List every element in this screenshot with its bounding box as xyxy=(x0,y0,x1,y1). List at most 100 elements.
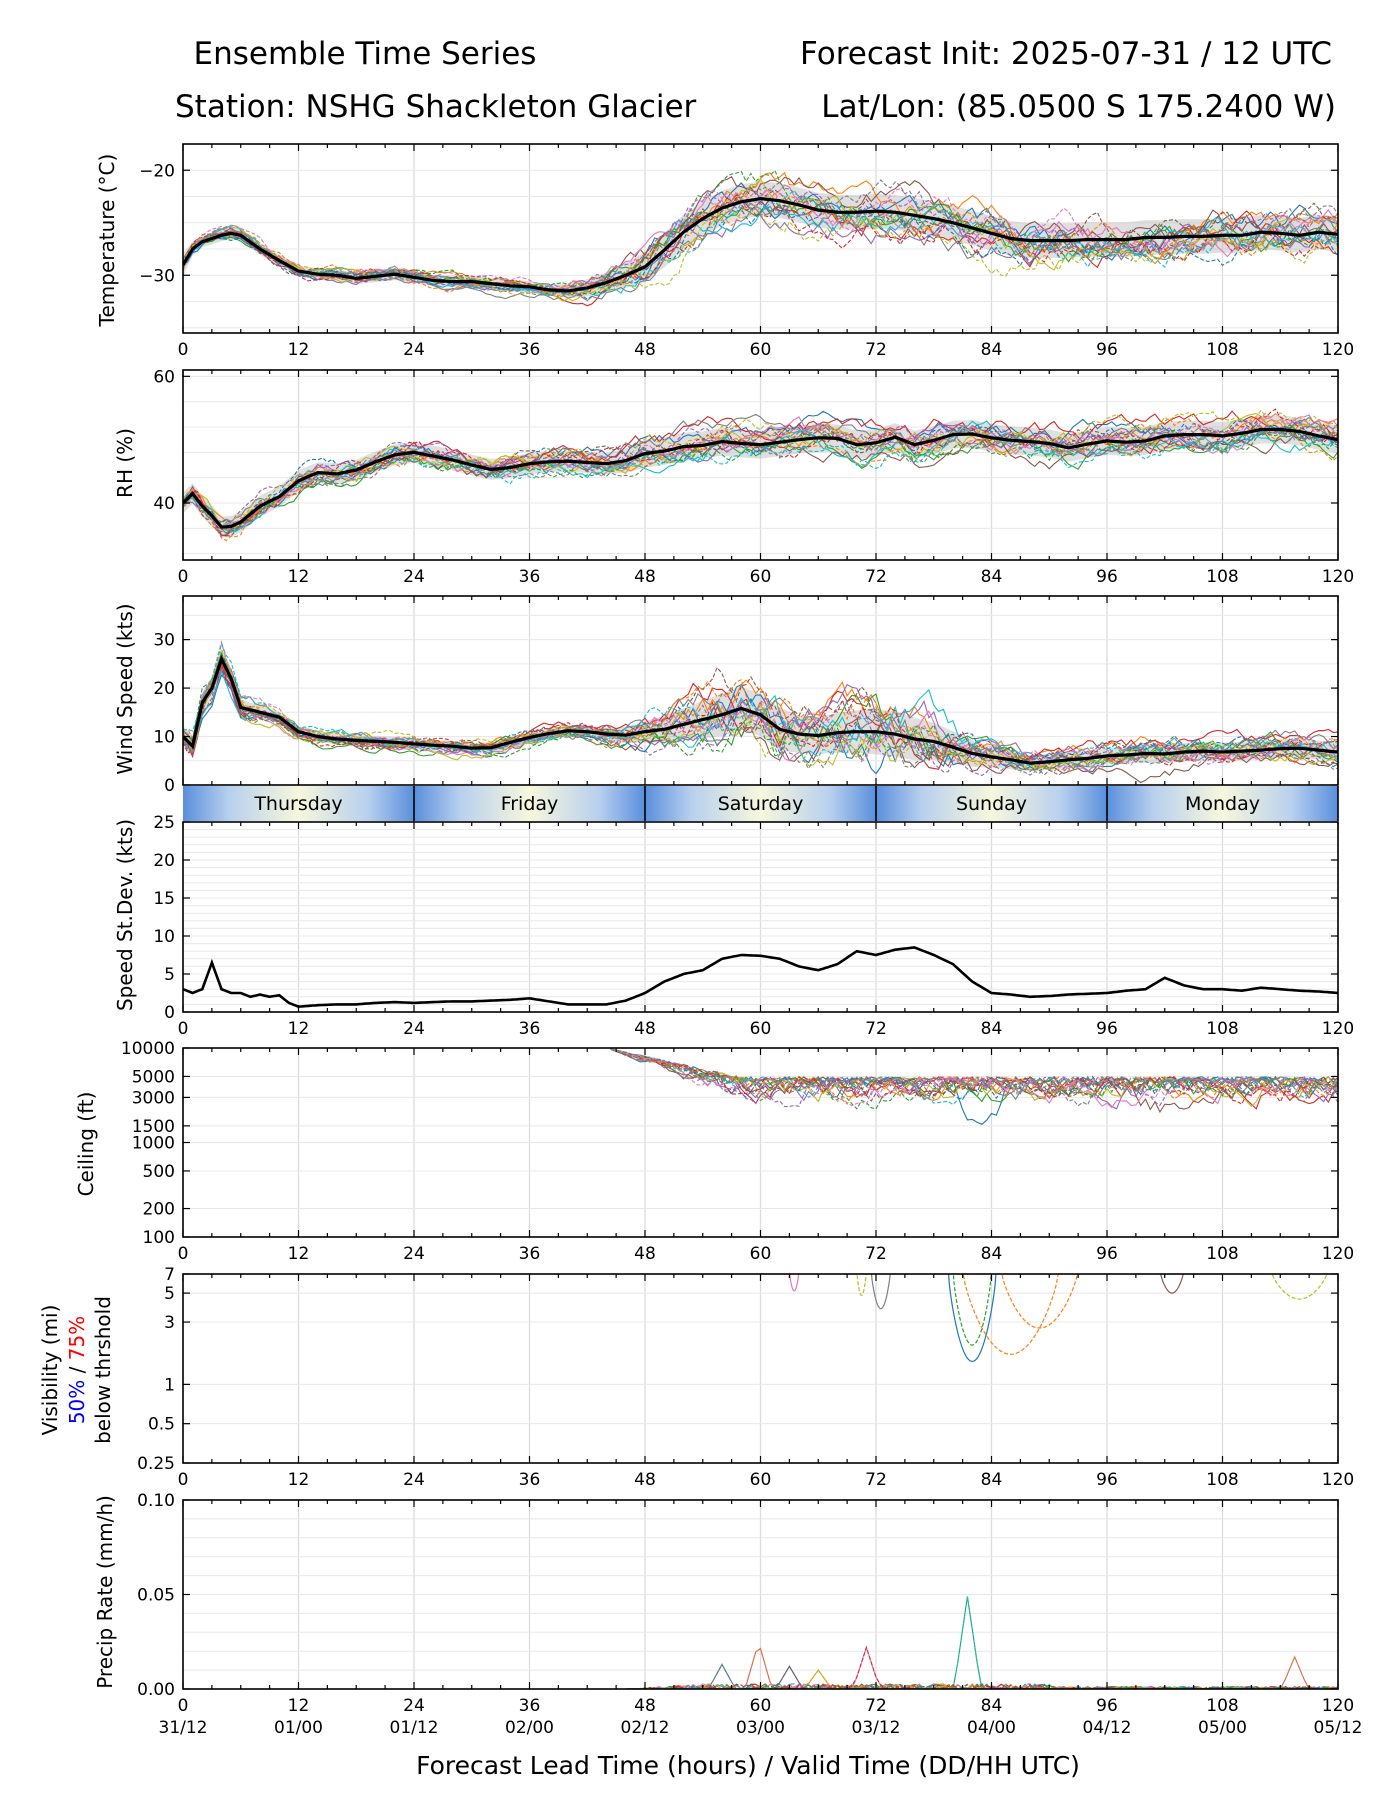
visibility-member-line xyxy=(962,1274,1059,1355)
ceiling-member-line xyxy=(609,1048,1338,1105)
rh-member-line xyxy=(183,419,1338,528)
rh-xtick-label: 24 xyxy=(403,567,425,587)
precip-member-line xyxy=(183,1669,1338,1689)
visibility-ylabel-2: below thrshold xyxy=(91,1296,115,1444)
ceiling-ytick-label: 100 xyxy=(143,1228,175,1248)
wind-member-line xyxy=(183,660,1338,777)
ceiling-member-line xyxy=(609,1048,1338,1110)
ceiling-xtick-label: 108 xyxy=(1206,1244,1238,1264)
wind-mean-line xyxy=(183,654,1338,765)
title-right: Forecast Init: 2025-07-31 / 12 UTC xyxy=(800,36,1332,72)
day-cell xyxy=(183,786,414,821)
stdev-line xyxy=(182,946,1339,1009)
stdev-xtick-label: 24 xyxy=(403,1019,425,1039)
ceiling-xtick-label: 84 xyxy=(981,1244,1003,1264)
valid-time-tick-label: 03/12 xyxy=(852,1718,901,1738)
station-label: Station: NSHG Shackleton Glacier xyxy=(175,89,697,125)
wind-ytick-label: 20 xyxy=(153,679,175,699)
ceiling-member-line xyxy=(609,1048,1338,1107)
day-label: Saturday xyxy=(718,793,804,815)
precip-ytick-label: 0.10 xyxy=(137,1491,175,1511)
visibility-member-line xyxy=(856,1274,867,1297)
ceiling-xtick-label: 60 xyxy=(750,1244,772,1264)
precip-member-line xyxy=(183,1647,1338,1689)
temperature-xtick-label: 96 xyxy=(1096,340,1118,360)
temperature-xtick-label: 60 xyxy=(750,340,772,360)
valid-time-tick-label: 02/00 xyxy=(505,1718,554,1738)
precip-xtick-label: 36 xyxy=(519,1696,541,1716)
stdev-ytick-label: 15 xyxy=(153,889,175,909)
valid-time-tick-label: 01/12 xyxy=(390,1718,439,1738)
rh-xtick-label: 72 xyxy=(865,567,887,587)
wind-ylabel: Wind Speed (kts) xyxy=(113,603,137,774)
stdev-xtick-label: 72 xyxy=(865,1019,887,1039)
temperature-xtick-label: 120 xyxy=(1322,340,1354,360)
temperature-ytick-label: −20 xyxy=(139,161,175,181)
visibility-member-line xyxy=(952,1274,992,1346)
wind-ytick-label: 10 xyxy=(153,728,175,748)
vis-sep-label: / xyxy=(65,1360,89,1379)
wind-ytick-label: 0 xyxy=(164,776,175,796)
stdev-ytick-label: 25 xyxy=(153,813,175,833)
temperature-xtick-label: 36 xyxy=(519,340,541,360)
temperature-panel: 0 12 24 36 48 60 72 84 96 108 120 −20 −30 xyxy=(139,143,1354,360)
rh-panel: 0 12 24 36 48 60 72 84 96 108 120 60 40 xyxy=(153,367,1354,587)
rh-xtick-label: 120 xyxy=(1322,567,1354,587)
visibility-ytick-label: 5 xyxy=(164,1284,175,1304)
wind-ytick-label: 30 xyxy=(153,631,175,651)
ceiling-ytick-label: 3000 xyxy=(132,1088,175,1108)
stdev-xtick-label: 0 xyxy=(178,1019,189,1039)
day-cell xyxy=(1107,786,1338,821)
wind-series xyxy=(183,640,1338,784)
valid-time-tick-label: 03/00 xyxy=(736,1718,785,1738)
precip-xtick-label: 72 xyxy=(865,1696,887,1716)
stdev-panel: 0 12 24 36 48 60 72 84 96 108 120 0 5 10 15 20 25 xyxy=(153,813,1354,1039)
ceiling-member-line xyxy=(609,1048,1338,1114)
visibility-ytick-label: 0.25 xyxy=(137,1454,175,1474)
precip-ylabel: Precip Rate (mm/h) xyxy=(93,1495,117,1689)
visibility-panel: 0 12 24 36 48 60 72 84 96 108 120 75 3 1 0.5 0.25 xyxy=(137,1265,1354,1490)
stdev-xtick-label: 120 xyxy=(1322,1019,1354,1039)
wind-member-line xyxy=(183,669,1338,771)
visibility-member-line xyxy=(1160,1274,1184,1294)
rh-member-line xyxy=(183,429,1338,537)
ceiling-member-line xyxy=(609,1048,1338,1101)
visibility-xtick-label: 96 xyxy=(1096,1470,1118,1490)
precip-xtick-label: 48 xyxy=(634,1696,656,1716)
temperature-xtick-label: 0 xyxy=(178,340,189,360)
ceiling-ytick-label: 500 xyxy=(143,1162,175,1182)
temperature-member-line xyxy=(183,190,1338,293)
ceiling-xtick-label: 0 xyxy=(178,1244,189,1264)
rh-ytick-label: 60 xyxy=(153,367,175,387)
day-label: Thursday xyxy=(253,793,342,815)
rh-xtick-label: 36 xyxy=(519,567,541,587)
stdev-ylabel: Speed St.Dev. (kts) xyxy=(113,819,137,1011)
ceiling-xtick-label: 36 xyxy=(519,1244,541,1264)
visibility-xtick-label: 72 xyxy=(865,1470,887,1490)
ceiling-member-line xyxy=(609,1048,1338,1107)
ceiling-ytick-label: 5000 xyxy=(132,1067,175,1087)
latlon-label: Lat/Lon: (85.0500 S 175.2400 W) xyxy=(821,89,1336,125)
stdev-ytick-label: 10 xyxy=(153,927,175,947)
rh-member-line xyxy=(183,424,1338,532)
valid-time-tick-label: 05/00 xyxy=(1198,1718,1247,1738)
stdev-xtick-label: 36 xyxy=(519,1019,541,1039)
day-cell xyxy=(645,786,876,821)
visibility-xtick-label: 48 xyxy=(634,1470,656,1490)
precip-xtick-label: 24 xyxy=(403,1696,425,1716)
wind-member-line xyxy=(183,666,1338,767)
precip-xtick-label: 96 xyxy=(1096,1696,1118,1716)
valid-time-tick-label: 31/12 xyxy=(159,1718,208,1738)
valid-time-tick-label: 04/12 xyxy=(1083,1718,1132,1738)
visibility-ytick-label: 7 xyxy=(164,1265,175,1285)
visibility-member-line xyxy=(789,1274,800,1292)
valid-time-tick-label: 02/12 xyxy=(621,1718,670,1738)
visibility-threshold-label: 50% / 75% xyxy=(65,1316,89,1424)
rh-mean-line xyxy=(183,427,1338,529)
stdev-ytick-label: 0 xyxy=(164,1003,175,1023)
x-axis-label: Forecast Lead Time (hours) / Valid Time … xyxy=(416,1751,1080,1780)
visibility-member-line xyxy=(870,1274,891,1310)
visibility-xtick-label: 60 xyxy=(750,1470,772,1490)
ceiling-xtick-label: 120 xyxy=(1322,1244,1354,1264)
